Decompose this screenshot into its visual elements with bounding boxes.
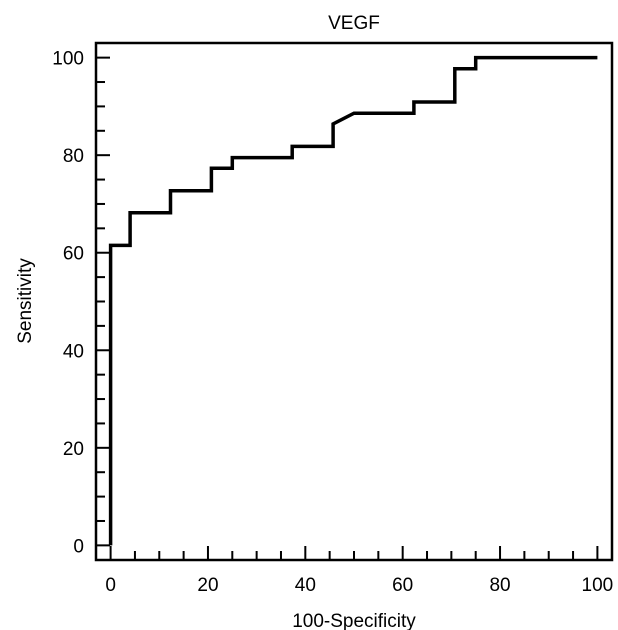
- x-tick-label: 60: [392, 575, 413, 596]
- x-axis-title: 100-Specificity: [292, 611, 416, 630]
- y-axis-title: Sensitivity: [15, 258, 36, 344]
- x-tick-label: 20: [197, 575, 218, 596]
- x-tick-label: 0: [105, 575, 116, 596]
- plot-frame: [94, 41, 614, 562]
- x-tick-label: 40: [295, 575, 316, 596]
- axis-tick-labels: 0 20 40 60 80 100 0 20 40 60 80 100: [52, 49, 613, 596]
- y-tick-label: 100: [52, 49, 84, 70]
- y-tick-label: 40: [63, 341, 84, 362]
- y-tick-label: 0: [73, 536, 84, 557]
- x-tick-label: 80: [489, 575, 510, 596]
- series-layer: [108, 55, 598, 546]
- roc-curve: [108, 55, 598, 546]
- y-tick-label: 80: [63, 146, 84, 167]
- axis-ticks: [96, 56, 599, 560]
- y-tick-label: 20: [63, 439, 84, 460]
- chart-title: VEGF: [328, 13, 380, 34]
- y-tick-label: 60: [63, 244, 84, 265]
- x-tick-label: 100: [582, 575, 614, 596]
